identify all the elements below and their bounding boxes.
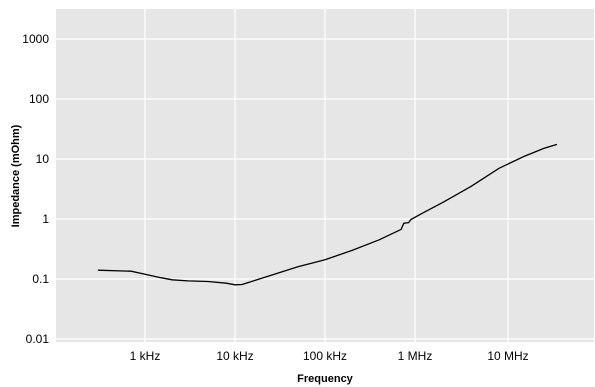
x-tick-labels: 1 kHz 10 kHz 100 kHz 1 MHz 10 MHz <box>130 349 529 363</box>
x-tick-label: 1 MHz <box>398 349 433 363</box>
x-tick-label: 100 kHz <box>303 349 347 363</box>
y-tick-labels: 0.01 0.1 1 10 100 1000 <box>22 32 49 346</box>
grid <box>56 9 594 342</box>
y-tick-label: 1 <box>42 212 49 226</box>
y-tick-label: 100 <box>29 92 49 106</box>
impedance-series-line <box>97 143 558 286</box>
x-axis-title: Frequency <box>297 373 354 385</box>
x-tick-label: 10 kHz <box>216 349 253 363</box>
y-tick-label: 0.1 <box>32 272 49 286</box>
x-tick-label: 10 MHz <box>487 349 528 363</box>
y-tick-label: 10 <box>36 152 50 166</box>
y-axis-title: Impedance (mOhm) <box>10 124 22 227</box>
y-tick-label: 0.01 <box>26 332 50 346</box>
y-tick-label: 1000 <box>22 32 49 46</box>
x-tick-label: 1 kHz <box>130 349 161 363</box>
